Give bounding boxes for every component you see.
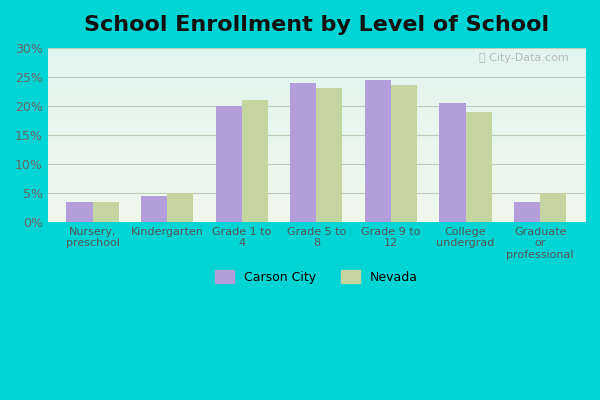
Bar (540, 193, 566, 222)
Text: ⓘ City-Data.com: ⓘ City-Data.com (479, 53, 569, 63)
Bar (141, 196, 167, 222)
Bar (92, 202, 119, 222)
Bar (67, 202, 92, 222)
Title: School Enrollment by Level of School: School Enrollment by Level of School (84, 15, 549, 35)
Bar (365, 80, 391, 222)
Bar (167, 193, 193, 222)
Legend: Carson City, Nevada: Carson City, Nevada (210, 265, 422, 289)
Bar (316, 88, 343, 222)
Bar (215, 106, 242, 222)
Bar (391, 86, 417, 222)
Bar (514, 202, 540, 222)
Bar (439, 103, 466, 222)
Bar (290, 82, 316, 222)
Bar (242, 100, 268, 222)
Bar (466, 112, 492, 222)
